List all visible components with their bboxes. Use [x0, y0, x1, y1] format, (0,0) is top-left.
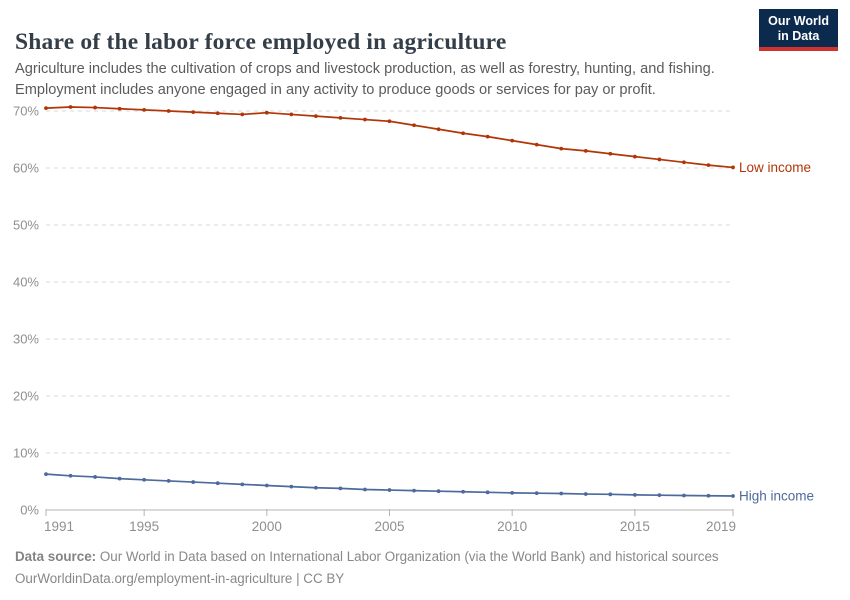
data-point-high-income-2013: [583, 492, 588, 496]
x-tick-label: 2005: [374, 519, 404, 534]
data-point-high-income-1998: [215, 481, 220, 486]
data-source-label: Data source:: [15, 549, 97, 564]
data-point-low-income-2017: [682, 160, 686, 165]
subtitle-line-1: Agriculture includes the cultivation of …: [15, 61, 715, 77]
data-point-low-income-2007: [436, 127, 441, 132]
data-source-line: Data source: Our World in Data based on …: [15, 546, 719, 568]
data-point-low-income-1994: [117, 106, 122, 111]
y-tick-label: 30%: [13, 332, 39, 347]
data-point-high-income-2002: [313, 485, 318, 490]
data-point-low-income-2019: [731, 165, 735, 170]
data-point-high-income-2003: [338, 486, 343, 491]
data-point-high-income-1992: [68, 473, 73, 478]
data-point-low-income-1995: [142, 107, 147, 112]
owid-logo-line1: Our World: [768, 14, 829, 28]
data-point-high-income-2014: [608, 492, 613, 497]
chart-footer: Data source: Our World in Data based on …: [15, 546, 719, 589]
data-point-high-income-2000: [264, 483, 269, 488]
y-tick-label: 40%: [13, 275, 39, 290]
data-point-high-income-2012: [559, 491, 564, 496]
data-point-high-income-2017: [682, 493, 686, 498]
data-point-high-income-2005: [387, 488, 392, 492]
x-tick-label: 2000: [252, 519, 282, 534]
data-point-high-income-2010: [510, 491, 515, 495]
chart-url-link[interactable]: OurWorldinData.org/employment-in-agricul…: [15, 570, 293, 586]
subtitle-line-2: Employment includes anyone engaged in an…: [15, 82, 656, 98]
link-line: OurWorldinData.org/employment-in-agricul…: [15, 568, 719, 590]
data-point-low-income-1997: [191, 110, 196, 115]
x-tick-label: 2015: [620, 519, 650, 534]
line-chart[interactable]: 0% 10% 20% 30% 40% 50% 60% 70% 1991 1995 2000 2005 2…: [0, 95, 850, 543]
data-point-high-income-1991: [44, 472, 48, 476]
data-point-high-income-1996: [166, 479, 171, 483]
data-point-high-income-2006: [412, 488, 416, 493]
data-point-low-income-2008: [461, 131, 466, 136]
data-point-high-income-1994: [117, 476, 122, 481]
data-point-low-income-2000: [264, 110, 269, 115]
x-tick-label: 2019: [706, 519, 736, 534]
data-point-low-income-2006: [412, 123, 416, 128]
data-point-low-income-2009: [485, 134, 490, 139]
high-income-series-label: High income: [739, 489, 814, 504]
data-point-low-income-2011: [534, 142, 539, 147]
data-point-high-income-2019: [731, 494, 735, 498]
data-point-low-income-2018: [706, 163, 711, 168]
data-point-low-income-2012: [559, 146, 564, 151]
data-point-high-income-2001: [289, 484, 294, 489]
low-income-line: [45, 106, 734, 169]
data-point-low-income-2002: [313, 114, 318, 119]
data-point-low-income-2004: [363, 117, 367, 122]
y-tick-label: 0%: [20, 503, 39, 518]
data-point-low-income-2010: [510, 138, 515, 143]
data-point-low-income-1996: [166, 109, 171, 113]
data-point-low-income-2013: [583, 149, 588, 153]
data-point-low-income-1999: [240, 112, 245, 117]
x-tick-label: 1995: [129, 519, 159, 534]
owid-logo[interactable]: Our World in Data: [759, 9, 838, 51]
data-point-high-income-2015: [632, 492, 637, 497]
data-point-high-income-2016: [657, 493, 662, 498]
data-point-high-income-1997: [191, 480, 196, 484]
x-tick-label: 1991: [44, 519, 74, 534]
data-point-low-income-2005: [387, 119, 392, 124]
chart-subtitle: Agriculture includes the cultivation of …: [15, 59, 775, 101]
x-tick-label: 2010: [497, 519, 527, 534]
data-point-high-income-1999: [240, 482, 245, 487]
data-point-high-income-2018: [706, 493, 711, 498]
data-point-high-income-2011: [534, 491, 539, 496]
license-label: CC BY: [303, 570, 345, 586]
owid-logo-line2: in Data: [777, 28, 820, 43]
y-tick-label: 60%: [13, 161, 39, 176]
data-source-text: Our World in Data based on International…: [96, 549, 719, 564]
data-point-low-income-2003: [338, 115, 343, 120]
y-tick-label: 50%: [13, 218, 39, 233]
footer-separator: |: [292, 570, 304, 586]
data-point-low-income-2015: [632, 154, 637, 159]
data-point-high-income-2008: [461, 489, 466, 494]
data-point-low-income-1992: [68, 105, 73, 109]
data-point-high-income-2009: [485, 490, 490, 495]
data-point-low-income-1993: [93, 105, 97, 110]
low-income-series-label: Low income: [739, 160, 811, 175]
data-point-low-income-2014: [608, 151, 613, 156]
data-point-high-income-2004: [363, 487, 367, 492]
data-point-low-income-2016: [657, 157, 662, 162]
data-point-high-income-2007: [436, 489, 441, 494]
high-income-line: [45, 473, 734, 497]
y-tick-label: 20%: [13, 389, 39, 404]
data-point-low-income-2001: [289, 112, 294, 117]
data-point-high-income-1993: [93, 475, 97, 479]
data-point-low-income-1998: [215, 111, 220, 116]
y-tick-label: 10%: [13, 446, 39, 461]
data-point-low-income-1991: [44, 106, 48, 111]
y-tick-label: 70%: [13, 104, 39, 119]
page-title: Share of the labor force employed in agr…: [15, 28, 507, 55]
data-point-high-income-1995: [142, 477, 147, 482]
